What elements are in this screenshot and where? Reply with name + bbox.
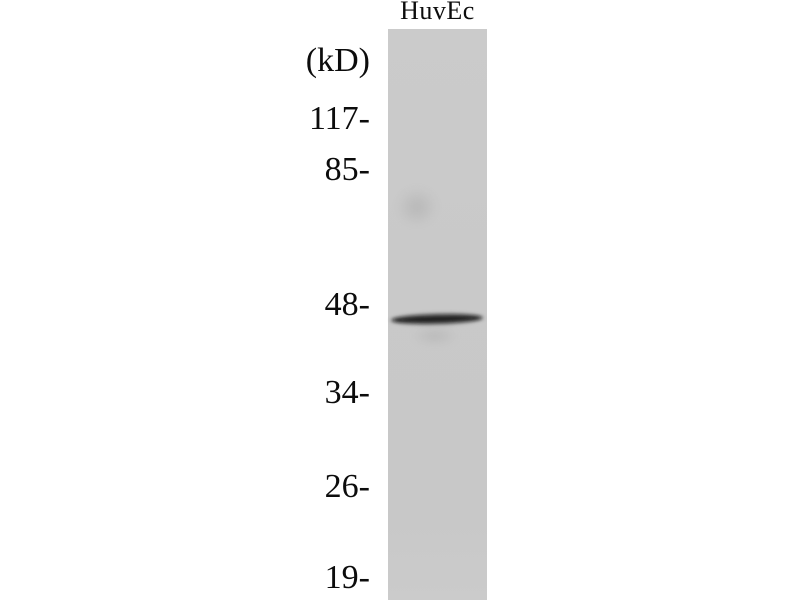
lane-label: HuvEc [400, 0, 475, 25]
mw-marker-117: 117- [308, 100, 370, 137]
mw-marker-48: 48- [324, 286, 370, 323]
faint-smudge-lower [412, 325, 458, 347]
mw-marker-85: 85- [324, 151, 370, 188]
mw-marker-19: 19- [324, 559, 370, 596]
gel-lane [388, 29, 487, 600]
unit-label: (kD) [305, 42, 370, 79]
mw-marker-26: 26- [324, 468, 370, 505]
faint-smudge-upper [396, 187, 438, 227]
protein-band [390, 312, 484, 326]
mw-marker-34: 34- [324, 374, 370, 411]
